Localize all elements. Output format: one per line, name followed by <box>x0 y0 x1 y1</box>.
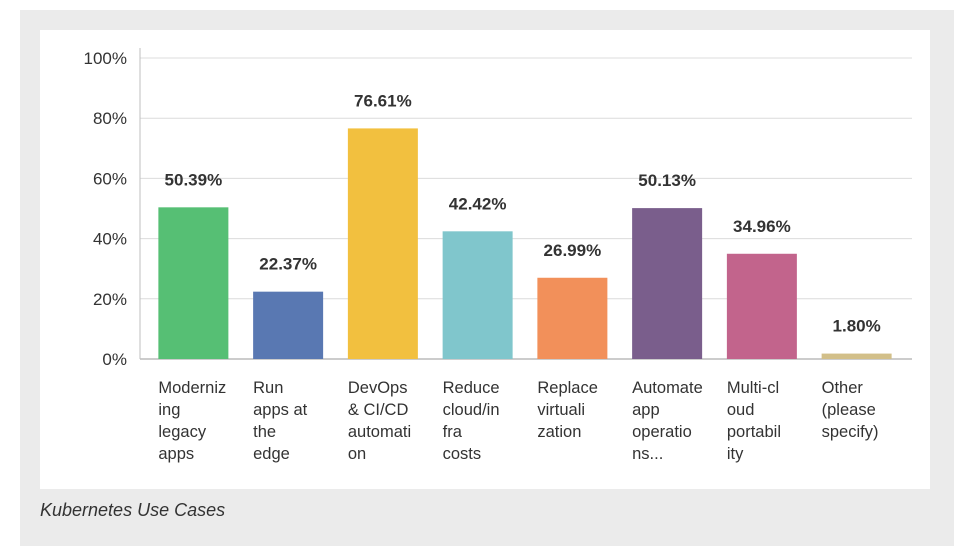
y-tick-label: 100% <box>84 49 127 68</box>
y-tick-label: 60% <box>93 169 127 188</box>
data-label: 50.39% <box>165 170 223 189</box>
data-label: 42.42% <box>449 194 507 213</box>
bar <box>726 253 797 359</box>
category-label: Moderniz ing legacy apps <box>158 379 226 463</box>
bars <box>158 128 892 359</box>
data-label: 1.80% <box>833 317 881 336</box>
category-label: Replace virtuali zation <box>537 379 598 441</box>
bar <box>821 353 892 359</box>
category-label: Automate app operatio ns... <box>632 379 703 463</box>
figure-caption: Kubernetes Use Cases <box>40 500 226 520</box>
data-label: 50.13% <box>638 171 696 190</box>
bar <box>537 277 608 359</box>
data-label: 76.61% <box>354 91 412 110</box>
bar <box>347 128 418 359</box>
bar <box>632 208 703 359</box>
chart-panel: 0% 20% 40% 60% 80% 100% 50.39% 22.37% 76.61% 42.… <box>40 30 930 489</box>
figure-frame: 0% 20% 40% 60% 80% 100% 50.39% 22.37% 76.61% 42.… <box>20 10 954 546</box>
data-label: 34.96% <box>733 217 791 236</box>
y-tick-label: 80% <box>93 109 127 128</box>
data-labels: 50.39% 22.37% 76.61% 42.42% 26.99% 50.13% 34.9… <box>165 91 881 335</box>
category-label: DevOps & CI/CD automati on <box>348 379 411 463</box>
data-label: 26.99% <box>544 241 602 260</box>
y-tick-label: 40% <box>93 230 127 249</box>
y-axis: 0% 20% 40% 60% 80% 100% <box>84 48 141 369</box>
category-label: Run apps at the edge <box>253 379 308 463</box>
category-label: Other (please specify) <box>822 379 879 441</box>
y-tick-label: 0% <box>102 350 127 369</box>
category-label: Reduce cloud/in fra costs <box>443 379 500 463</box>
bar-chart: 0% 20% 40% 60% 80% 100% 50.39% 22.37% 76.61% 42.… <box>84 48 912 463</box>
bar <box>253 291 324 359</box>
y-tick-label: 20% <box>93 290 127 309</box>
category-labels: Moderniz ing legacy apps Run apps at the edge De… <box>158 379 878 463</box>
bar <box>158 207 229 359</box>
data-label: 22.37% <box>259 255 317 274</box>
bar <box>442 231 513 359</box>
category-label: Multi-cl oud portabil ity <box>727 379 781 463</box>
